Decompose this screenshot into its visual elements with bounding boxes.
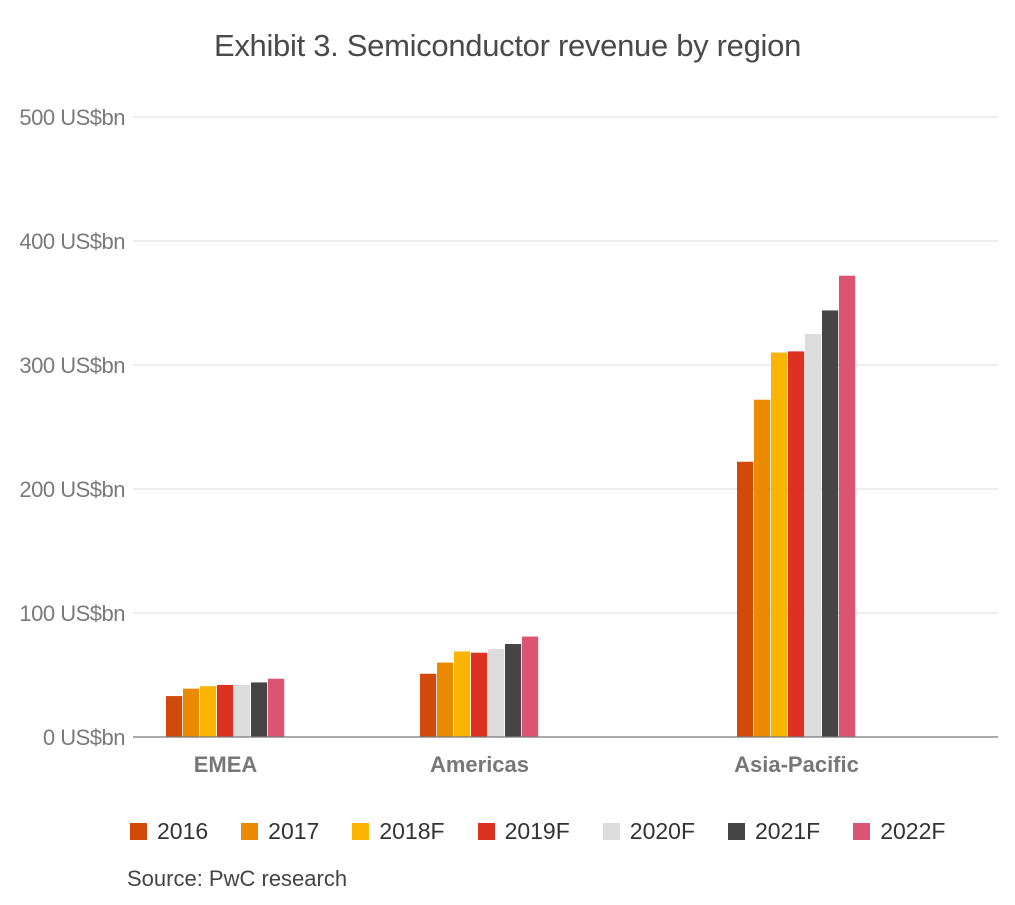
legend-swatch [130,823,147,840]
legend-swatch [352,823,370,840]
legend-label: 2022F [880,818,946,844]
legend: 2016 2017 2018F 2019F 2020F 2021F 2022F [130,818,945,845]
x-tick-label: EMEA [194,752,258,777]
bar-asia-pacific-2017 [754,399,771,737]
bar-asia-pacific-2016 [737,461,754,737]
y-tick-label: 100 US$bn [19,601,125,626]
legend-item: 2017 [241,818,319,845]
bar-americas-2019f [471,652,488,737]
y-tick-label: 300 US$bn [19,353,125,378]
bar-americas-2016 [420,673,437,737]
legend-label: 2020F [629,818,695,844]
bar-emea-2022f [268,678,285,737]
bar-emea-2020f [234,684,251,737]
legend-swatch [241,823,259,840]
bar-emea-2016 [166,696,183,737]
bar-americas-2020f [488,648,505,737]
legend-item: 2022F [853,818,945,845]
x-axis-ticks: EMEA Americas Asia-Pacific [194,752,859,777]
bar-americas-2022f [522,636,539,737]
legend-item: 2018F [352,818,445,845]
bar-asia-pacific-2019f [788,351,805,737]
legend-item: 2020F [602,818,695,845]
y-tick-label: 500 US$bn [19,105,125,130]
legend-swatch [602,823,620,840]
bar-americas-2017 [437,662,454,737]
y-axis-ticks: 0 US$bn 100 US$bn 200 US$bn 300 US$bn 400 US… [19,105,125,750]
legend-label: 2021F [755,818,821,844]
legend-item: 2016 [130,818,208,845]
legend-swatch [477,823,495,840]
legend-label: 2019F [504,818,570,844]
bar-americas-2018f [454,651,471,737]
bar-emea-2019f [217,684,234,737]
chart-title: Exhibit 3. Semiconductor revenue by regi… [213,28,802,63]
source-note: Source: PwC research [127,866,348,891]
bar-emea-2018f [200,686,217,737]
bar-emea-2017 [183,688,200,737]
bar-emea-2021f [251,682,268,737]
legend-label: 2018F [379,818,445,844]
bar-asia-pacific-2021f [822,310,839,737]
gridlines [133,116,998,614]
bar-americas-2021f [505,644,522,737]
legend-swatch [728,823,745,840]
legend-swatch [853,823,871,840]
y-tick-label: 0 US$bn [43,725,125,750]
bar-asia-pacific-2022f [839,275,856,737]
legend-item: 2019F [477,818,570,845]
bar-asia-pacific-2018f [771,352,788,737]
y-tick-label: 200 US$bn [19,477,125,502]
legend-item: 2021F [728,818,820,845]
bar-asia-pacific-2020f [805,334,822,737]
legend-label: 2016 [157,818,209,844]
bars [166,275,856,737]
x-tick-label: Asia-Pacific [734,752,859,777]
x-tick-label: Americas [430,752,529,777]
legend-label: 2017 [268,818,320,844]
y-tick-label: 400 US$bn [19,229,125,254]
